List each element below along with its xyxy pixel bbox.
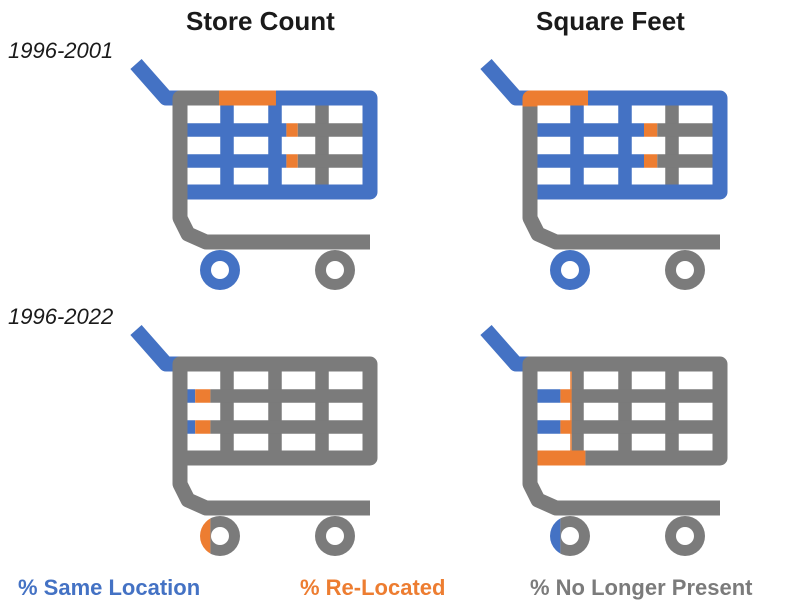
row-header-1996-2022: 1996-2022 — [8, 304, 113, 330]
legend-no-longer-present: % No Longer Present — [530, 575, 752, 601]
cart-r1c2 — [460, 42, 760, 292]
cart-icon — [460, 42, 760, 298]
cart-icon — [110, 308, 410, 564]
cart-r2c1 — [110, 308, 410, 558]
cart-icon — [460, 308, 760, 564]
cart-icon — [110, 42, 410, 298]
legend-relocated: % Re-Located — [300, 575, 445, 601]
col-header-store-count: Store Count — [186, 6, 335, 37]
col-header-square-feet: Square Feet — [536, 6, 685, 37]
row-header-1996-2001: 1996-2001 — [8, 38, 113, 64]
cart-r2c2 — [460, 308, 760, 558]
cart-r1c1 — [110, 42, 410, 292]
legend-same-location: % Same Location — [18, 575, 200, 601]
